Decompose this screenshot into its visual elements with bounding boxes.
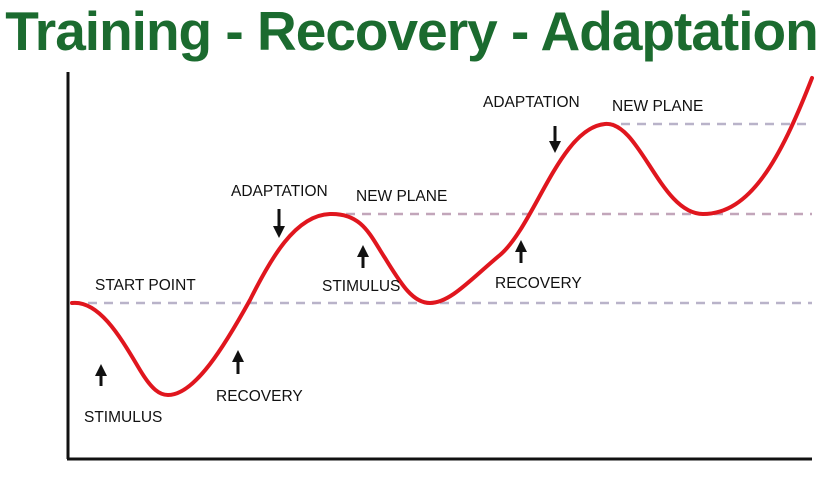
- start-point-label: START POINT: [95, 277, 196, 294]
- adaptation-label-2: ADAPTATION: [483, 94, 580, 111]
- adaptation-label-1: ADAPTATION: [231, 183, 328, 200]
- supercompensation-curve: [70, 76, 814, 398]
- new-plane-label-1: NEW PLANE: [356, 188, 447, 205]
- stimulus-label-2: STIMULUS: [322, 278, 400, 295]
- recovery-label-1: RECOVERY: [216, 388, 303, 405]
- page-title: Training - Recovery - Adaptation: [5, 0, 818, 62]
- new-plane-label-2: NEW PLANE: [612, 98, 703, 115]
- stimulus-label-1: STIMULUS: [84, 409, 162, 426]
- recovery-label-2: RECOVERY: [495, 275, 582, 292]
